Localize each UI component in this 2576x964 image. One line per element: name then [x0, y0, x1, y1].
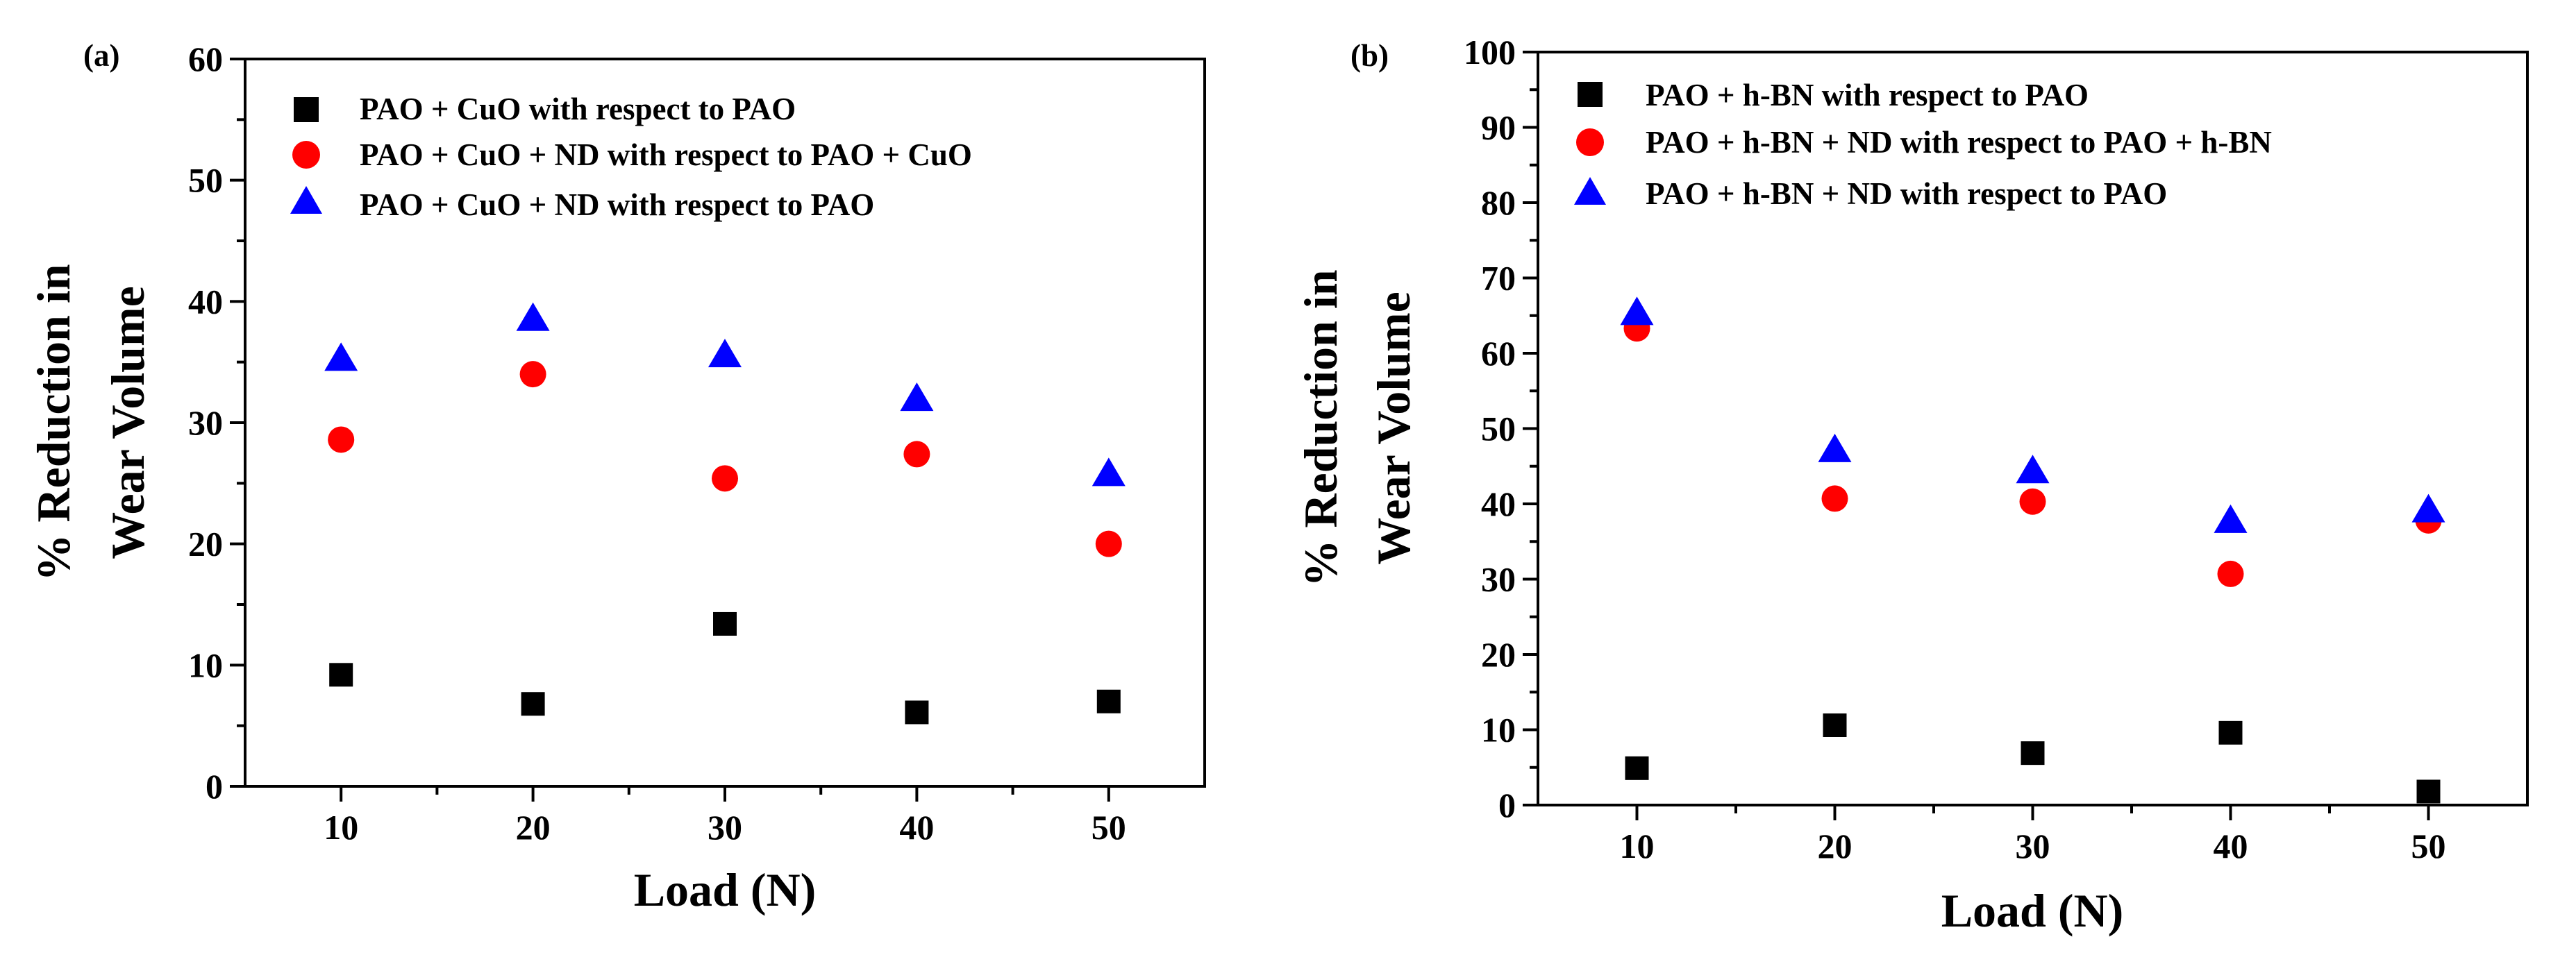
panel-b-plot-frame [1537, 51, 2529, 806]
panel-b-x-axis: 10 20 30 40 50 [1620, 805, 2446, 865]
panel-b-series-3-point [1818, 433, 1852, 462]
panel-a-y-tick-label: 20 [188, 525, 223, 564]
panel-a-x-tick-label: 20 [516, 808, 551, 847]
panel-b-x-tick-label: 30 [2016, 827, 2050, 865]
panel-b-legend-label-1: PAO + h-BN with respect to PAO [1646, 78, 2089, 112]
panel-a-legend-label-3: PAO + CuO + ND with respect to PAO [360, 187, 874, 222]
panel-a-legend-label-1: PAO + CuO with respect to PAO [360, 92, 796, 126]
panel-b-series-1-point [2218, 720, 2243, 745]
panel-a-x-axis-title: Load (N) [634, 863, 817, 916]
panel-a-label: (a) [83, 38, 119, 73]
panel-a-series-2-point [903, 441, 930, 468]
panel-a-series-3-point [708, 339, 742, 368]
panel-a-series-3-point [516, 302, 550, 331]
legend-circle-icon [1576, 128, 1604, 156]
panel-a-legend-entry-3: PAO + CuO + ND with respect to PAO [290, 186, 874, 222]
panel-a-legend-entry-2: PAO + CuO + ND with respect to PAO + CuO [292, 137, 972, 172]
panel-b-data-points [1620, 296, 2445, 804]
panel-b-y-tick-label: 90 [1481, 108, 1516, 147]
panel-b-series-2-point [2019, 488, 2046, 515]
panel-a-legend-label-2: PAO + CuO + ND with respect to PAO + CuO [360, 137, 972, 172]
panel-a-y-tick-label: 0 [206, 767, 223, 806]
panel-b-y-tick-label: 20 [1481, 635, 1516, 674]
panel-b-legend-label-2: PAO + h-BN + ND with respect to PAO + h-… [1646, 125, 2272, 160]
panel-b-y-tick-label: 40 [1481, 484, 1516, 523]
panel-b-series-1-point [2416, 779, 2441, 804]
panel-b-y-tick-label: 10 [1481, 711, 1516, 750]
panel-a-legend: PAO + CuO with respect to PAO PAO + CuO … [290, 92, 972, 222]
panel-a-y-axis-title-line-1: % Reduction in [27, 264, 80, 581]
panel-a-series-3-point [900, 382, 934, 412]
panel-a-series-1-point [905, 700, 929, 725]
panel-b-y-tick-label: 30 [1481, 560, 1516, 599]
legend-square-icon [1578, 82, 1603, 107]
panel-a-y-axis: 0 10 20 30 40 50 60 [188, 40, 245, 806]
panel-b-label: (b) [1350, 38, 1389, 73]
panel-b-x-tick-label: 10 [1620, 827, 1655, 865]
panel-b-series-3-point [2214, 504, 2248, 533]
panel-b-x-tick-label: 20 [1818, 827, 1852, 865]
panel-a-series-3-point [324, 342, 358, 371]
panel-a-series-1-point [713, 611, 737, 636]
panel-b-legend-entry-1: PAO + h-BN with respect to PAO [1578, 78, 2089, 112]
panel-b-series-1-point [2021, 741, 2045, 766]
panel-a-y-tick-label: 60 [188, 40, 223, 78]
panel-b-y-tick-label: 80 [1481, 183, 1516, 222]
panel-a-y-tick-label: 40 [188, 282, 223, 321]
panel-a-series-2-point [328, 426, 355, 453]
legend-circle-icon [292, 141, 320, 169]
panel-b-series-1-point [1625, 756, 1649, 780]
panel-a-data-points [324, 302, 1126, 725]
panel-a-x-tick-label: 50 [1092, 808, 1126, 847]
panel-a-series-2-point [1095, 530, 1122, 557]
panel-b-x-axis-title: Load (N) [1941, 884, 2124, 937]
panel-b-series-2-point [1821, 485, 1848, 512]
legend-triangle-icon [1574, 177, 1606, 205]
panel-a-y-axis-title-line-2: Wear Volume [101, 286, 154, 559]
panel-a-x-tick-label: 30 [708, 808, 742, 847]
panel-a-series-3-point [1092, 457, 1126, 487]
panel-b-y-tick-label: 60 [1481, 334, 1516, 373]
panel-a-series-1-point [521, 692, 545, 716]
panel-a-y-tick-label: 10 [188, 645, 223, 684]
panel-b-legend: PAO + h-BN with respect to PAO PAO + h-B… [1574, 78, 2272, 211]
panel-b-legend-entry-2: PAO + h-BN + ND with respect to PAO + h-… [1576, 125, 2272, 160]
panel-a-series-1-point [1096, 689, 1121, 713]
panel-b-legend-entry-3: PAO + h-BN + ND with respect to PAO [1574, 176, 2167, 211]
panel-a-series-1-point [329, 663, 353, 687]
legend-square-icon [294, 97, 319, 122]
panel-b-series-3-point [2016, 455, 2050, 484]
panel-a-series-2-point [519, 361, 546, 388]
panel-a-chart: (a) 0 10 20 30 40 50 60 10 20 30 40 50 Load (N) % … [27, 38, 1206, 916]
panel-b-x-tick-label: 50 [2411, 827, 2446, 865]
panel-b-y-axis-title-line-1: % Reduction in [1294, 269, 1347, 586]
panel-b-y-tick-label: 0 [1498, 786, 1516, 825]
panel-a-series-2-point [712, 465, 738, 492]
panel-b-series-3-point [1620, 296, 1654, 325]
panel-b-legend-label-3: PAO + h-BN + ND with respect to PAO [1646, 176, 2167, 211]
panel-a-y-tick-label: 50 [188, 161, 223, 200]
panel-a-legend-entry-1: PAO + CuO with respect to PAO [294, 92, 796, 126]
panel-b-series-1-point [1823, 713, 1847, 737]
panel-b-x-tick-label: 40 [2214, 827, 2248, 865]
panel-b-y-tick-label: 50 [1481, 409, 1516, 448]
panel-a-x-tick-label: 40 [899, 808, 934, 847]
panel-b-series-2-point [2217, 560, 2244, 587]
panel-b-y-tick-label: 70 [1481, 259, 1516, 298]
panel-b-y-axis: 0 10 20 30 40 50 60 70 80 90 100 [1464, 33, 1538, 825]
panel-b-chart: (b) 0 10 20 30 40 50 60 70 80 90 100 10 20 30 40 50 Lo… [1294, 33, 2529, 937]
panel-a-x-axis: 10 20 30 40 50 [324, 786, 1126, 847]
legend-triangle-icon [290, 186, 322, 214]
panel-b-series-3-point [2411, 493, 2445, 523]
panel-a-x-tick-label: 10 [324, 808, 358, 847]
panel-b-y-axis-title-line-2: Wear Volume [1367, 291, 1420, 565]
panel-b-y-tick-label: 100 [1464, 33, 1516, 71]
panel-a-y-tick-label: 30 [188, 403, 223, 442]
